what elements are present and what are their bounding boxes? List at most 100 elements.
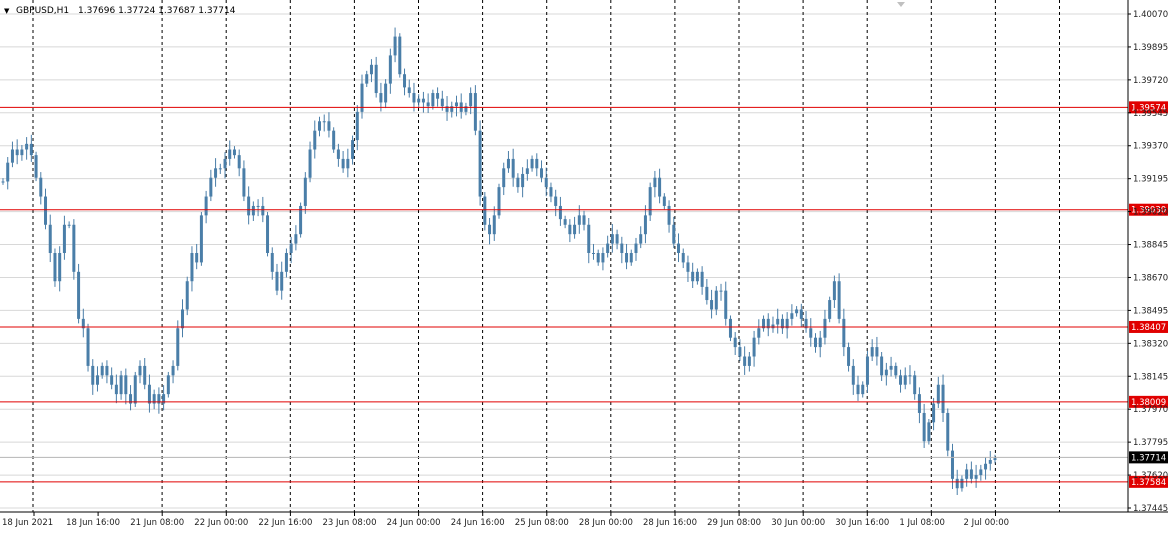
level-price-tag bbox=[1129, 320, 1168, 333]
y-tick-label: 1.37620 bbox=[1133, 471, 1168, 481]
y-tick-label: 1.38320 bbox=[1133, 339, 1168, 349]
candle-body bbox=[686, 262, 690, 272]
candle-body bbox=[86, 328, 90, 366]
candle-body bbox=[77, 271, 81, 319]
candle-body bbox=[299, 205, 303, 235]
candle-body bbox=[29, 143, 33, 156]
candle-body bbox=[393, 36, 397, 56]
candle-body bbox=[195, 253, 199, 263]
candle-body bbox=[209, 177, 213, 197]
candle-body bbox=[818, 337, 822, 348]
candle-body bbox=[511, 158, 515, 178]
candle-body bbox=[436, 93, 440, 99]
candle-body bbox=[941, 384, 945, 413]
candle-body bbox=[728, 318, 732, 338]
candle-body bbox=[365, 74, 369, 84]
candle-body bbox=[596, 253, 600, 263]
candle-body bbox=[724, 290, 728, 319]
y-tick-label: 1.39195 bbox=[1133, 175, 1168, 185]
candle-body bbox=[261, 205, 265, 216]
grid-layer bbox=[0, 0, 1128, 512]
candle-body bbox=[256, 205, 260, 207]
candle-body bbox=[1, 181, 5, 183]
candle-body bbox=[799, 309, 803, 319]
candle-body bbox=[884, 369, 888, 376]
candle-body bbox=[837, 281, 841, 319]
candle-body bbox=[743, 356, 747, 366]
x-tick-label: 28 Jun 00:00 bbox=[579, 518, 633, 528]
candle-body bbox=[369, 64, 373, 75]
candle-body bbox=[214, 168, 218, 178]
y-tick-label: 1.38845 bbox=[1133, 241, 1168, 251]
candle-body bbox=[643, 215, 647, 235]
candle-body bbox=[917, 394, 921, 413]
candle-body bbox=[922, 412, 926, 442]
candle-body bbox=[577, 215, 581, 225]
y-tick-label: 1.39020 bbox=[1133, 208, 1168, 218]
y-tick-label: 1.37970 bbox=[1133, 405, 1168, 415]
candle-body bbox=[39, 177, 43, 197]
candle-body bbox=[936, 384, 940, 404]
candle-body bbox=[795, 309, 799, 314]
candle-body bbox=[535, 158, 539, 169]
candle-body bbox=[336, 149, 340, 159]
candle-body bbox=[828, 300, 832, 319]
candle-body bbox=[554, 196, 558, 206]
candle-body bbox=[67, 224, 71, 226]
candle-body bbox=[412, 93, 416, 103]
candle-body bbox=[152, 394, 156, 404]
candle-body bbox=[355, 111, 359, 141]
candle-body bbox=[757, 328, 761, 338]
candle-body bbox=[851, 365, 855, 385]
symbol-menu-icon[interactable]: ▼ bbox=[4, 7, 10, 15]
candle-body bbox=[266, 215, 270, 254]
candle-body bbox=[785, 318, 789, 329]
candle-body bbox=[190, 253, 194, 282]
x-tick-label: 2 Jul 00:00 bbox=[964, 518, 1010, 528]
candle-body bbox=[407, 87, 411, 94]
level-price-label: 1.39030 bbox=[1131, 206, 1166, 216]
x-tick-label: 29 Jun 08:00 bbox=[707, 518, 761, 528]
candle-body bbox=[639, 234, 643, 244]
candle-body bbox=[913, 375, 917, 395]
candle-body bbox=[695, 271, 699, 282]
chart-shift-marker-icon[interactable] bbox=[897, 2, 905, 7]
candle-body bbox=[776, 318, 780, 325]
candle-body bbox=[176, 328, 180, 366]
x-tick-label: 18 Jun 2021 bbox=[2, 518, 53, 528]
candle-body bbox=[303, 177, 307, 206]
candle-body bbox=[275, 271, 279, 291]
candle-body bbox=[762, 318, 766, 329]
candle-body bbox=[691, 271, 695, 282]
candle-body bbox=[445, 106, 449, 112]
candle-body bbox=[204, 196, 208, 216]
candle-body bbox=[421, 98, 425, 103]
candle-body bbox=[223, 158, 227, 169]
candle-body bbox=[488, 224, 492, 235]
candle-body bbox=[171, 365, 175, 376]
candle-body bbox=[658, 177, 662, 197]
candle-body bbox=[388, 55, 392, 84]
candle-body bbox=[181, 309, 185, 329]
candle-body bbox=[91, 365, 95, 385]
candle-body bbox=[431, 93, 435, 107]
candle-body bbox=[979, 469, 983, 476]
candle-body bbox=[672, 224, 676, 244]
candle-body bbox=[955, 478, 959, 489]
candle-body bbox=[573, 224, 577, 235]
candle-body bbox=[72, 224, 76, 272]
candle-body bbox=[516, 177, 520, 188]
candle-body bbox=[6, 162, 10, 182]
candle-body bbox=[960, 478, 964, 489]
candle-body bbox=[927, 422, 931, 442]
candle-body bbox=[601, 253, 605, 263]
candle-body bbox=[351, 140, 355, 159]
candle-body bbox=[558, 205, 562, 220]
level-price-label: 1.37584 bbox=[1131, 478, 1166, 488]
x-tick-label: 30 Jun 16:00 bbox=[835, 518, 889, 528]
x-tick-label: 1 Jul 08:00 bbox=[899, 518, 945, 528]
candle-body bbox=[124, 375, 128, 395]
y-tick-label: 1.37795 bbox=[1133, 438, 1168, 448]
